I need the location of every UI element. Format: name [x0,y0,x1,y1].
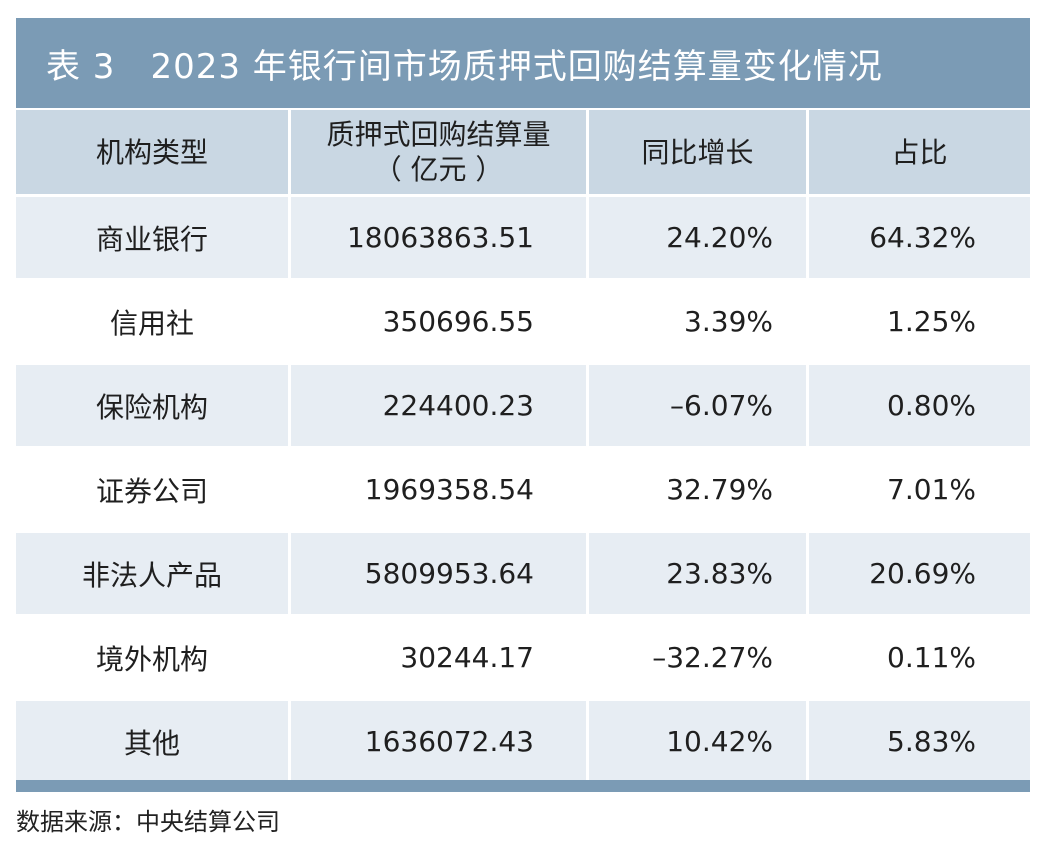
share-cell: 7.01% [809,449,1030,530]
institution-type-cell: 信用社 [16,281,288,362]
institution-type-cell: 境外机构 [16,617,288,698]
share-cell: 64.32% [809,197,1030,278]
yoy-growth-cell: 23.83% [589,533,806,614]
table-row: 其他 1636072.43 10.42% 5.83% [16,701,1030,782]
settlement-volume-cell: 1636072.43 [291,701,586,782]
yoy-growth-cell: 24.20% [589,197,806,278]
institution-type-cell: 保险机构 [16,365,288,446]
share-cell: 20.69% [809,533,1030,614]
yoy-growth-cell: 10.42% [589,701,806,782]
yoy-growth-cell: 3.39% [589,281,806,362]
institution-type-cell: 商业银行 [16,197,288,278]
table-row: 境外机构 30244.17 –32.27% 0.11% [16,617,1030,698]
header-settlement-volume: 质押式回购结算量 （ 亿元 ） [291,110,586,194]
settlement-table: 机构类型 质押式回购结算量 （ 亿元 ） 同比增长 占比 商业银行 180638… [16,110,1030,785]
data-source-note: 数据来源：中央结算公司 [16,808,280,836]
header-institution-type: 机构类型 [16,110,288,194]
header-settlement-volume-unit: （ 亿元 ） [373,153,504,186]
institution-type-cell: 非法人产品 [16,533,288,614]
header-settlement-volume-line1: 质押式回购结算量 [326,118,551,151]
table-row: 非法人产品 5809953.64 23.83% 20.69% [16,533,1030,614]
share-cell: 0.80% [809,365,1030,446]
table-row: 信用社 350696.55 3.39% 1.25% [16,281,1030,362]
table-title: 表 3 2023 年银行间市场质押式回购结算量变化情况 [16,18,1030,108]
settlement-volume-cell: 350696.55 [291,281,586,362]
table-row: 保险机构 224400.23 –6.07% 0.80% [16,365,1030,446]
header-share: 占比 [809,110,1030,194]
share-cell: 1.25% [809,281,1030,362]
settlement-volume-cell: 30244.17 [291,617,586,698]
table-title-text: 表 3 2023 年银行间市场质押式回购结算量变化情况 [46,46,883,87]
table-row: 证券公司 1969358.54 32.79% 7.01% [16,449,1030,530]
yoy-growth-cell: –32.27% [589,617,806,698]
settlement-volume-cell: 224400.23 [291,365,586,446]
share-cell: 5.83% [809,701,1030,782]
settlement-volume-cell: 1969358.54 [291,449,586,530]
table-row: 商业银行 18063863.51 24.20% 64.32% [16,197,1030,278]
settlement-volume-cell: 5809953.64 [291,533,586,614]
institution-type-cell: 证券公司 [16,449,288,530]
table-bottom-rule [16,780,1030,792]
share-cell: 0.11% [809,617,1030,698]
header-yoy-growth: 同比增长 [589,110,806,194]
yoy-growth-cell: –6.07% [589,365,806,446]
yoy-growth-cell: 32.79% [589,449,806,530]
institution-type-cell: 其他 [16,701,288,782]
settlement-volume-cell: 18063863.51 [291,197,586,278]
table-header-row: 机构类型 质押式回购结算量 （ 亿元 ） 同比增长 占比 [16,110,1030,194]
